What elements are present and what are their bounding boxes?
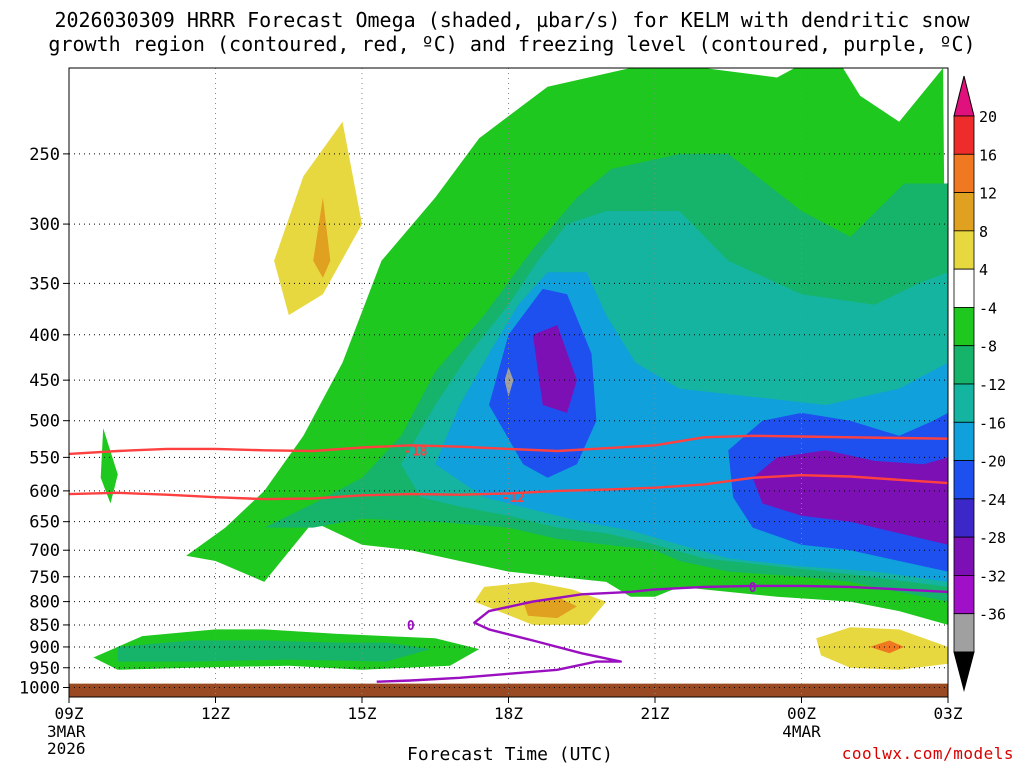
colorbar-swatch-4 xyxy=(953,268,975,308)
colorbar: 20 16 12 8 4 -4 -8 -12 -16 -20 -24 -28 -32 -36 xyxy=(953,75,1006,692)
y-tick-label-700: 700 xyxy=(29,541,60,561)
x-tick-label-15Z: 15Z xyxy=(348,704,377,723)
colorbar-swatch-2 xyxy=(953,192,975,232)
x-date-label-mid-0: 4MAR xyxy=(782,722,821,741)
colorbar-label-0: 20 xyxy=(979,108,997,126)
y-tick-label-750: 750 xyxy=(29,568,60,588)
colorbar-top-arrow xyxy=(953,75,975,117)
colorbar-swatch-1 xyxy=(953,153,975,193)
colorbar-label-5: -4 xyxy=(979,299,997,317)
omega-region-6 xyxy=(117,640,431,662)
colorbar-swatch-5 xyxy=(953,307,975,347)
colorbar-label-2: 12 xyxy=(979,185,997,203)
y-tick-label-350: 350 xyxy=(29,274,60,294)
y-tick-label-300: 300 xyxy=(29,215,60,235)
colorbar-label-11: -28 xyxy=(979,529,1006,547)
colorbar-swatch-11 xyxy=(953,536,975,576)
ground-layer xyxy=(69,683,948,697)
colorbar-label-3: 8 xyxy=(979,223,988,241)
x-date-label-start-1: 2026 xyxy=(47,739,86,758)
colorbar-swatch-12 xyxy=(953,575,975,615)
y-tick-label-550: 550 xyxy=(29,448,60,468)
colorbar-label-4: 4 xyxy=(979,261,988,279)
y-tick-label-800: 800 xyxy=(29,593,60,613)
colorbar-swatch-3 xyxy=(953,230,975,270)
contour-line-0 xyxy=(69,434,948,456)
y-tick-label-250: 250 xyxy=(29,145,60,165)
omega-region-11 xyxy=(532,325,577,413)
contour-line-1 xyxy=(69,474,948,501)
x-tick-label-09Z: 09Z xyxy=(55,704,84,723)
y-tick-label-950: 950 xyxy=(29,659,60,679)
x-tick-label-21Z: 21Z xyxy=(641,704,670,723)
colorbar-swatch-7 xyxy=(953,383,975,423)
omega-region-3 xyxy=(100,428,118,504)
colorbar-bottom-arrow xyxy=(953,651,975,692)
y-tick-label-900: 900 xyxy=(29,638,60,658)
y-tick-label-1000: 1000 xyxy=(19,678,60,698)
colorbar-label-12: -32 xyxy=(979,567,1006,585)
colorbar-swatch-6 xyxy=(953,345,975,385)
y-tick-label-400: 400 xyxy=(29,326,60,346)
chart-title-line-1: 2026030309 HRRR Forecast Omega (shaded, … xyxy=(54,8,970,32)
x-tick-label-12Z: 12Z xyxy=(201,704,230,723)
y-tick-label-650: 650 xyxy=(29,513,60,533)
colorbar-swatch-13 xyxy=(953,613,975,653)
contour-label-0: -18 xyxy=(404,444,428,459)
omega-region-17 xyxy=(869,640,905,654)
colorbar-swatch-10 xyxy=(953,498,975,538)
colorbar-label-1: 16 xyxy=(979,146,997,164)
omega-region-1 xyxy=(313,197,331,278)
colorbar-label-9: -20 xyxy=(979,453,1006,471)
x-axis-title: Forecast Time (UTC) xyxy=(407,744,613,765)
chart-title-line-2: growth region (contoured, red, ºC) and f… xyxy=(48,32,976,56)
contour-label-2: 0 xyxy=(749,581,757,596)
y-tick-label-600: 600 xyxy=(29,482,60,502)
temperature-contours: -18 -12 0 0 xyxy=(69,434,948,683)
colorbar-label-13: -36 xyxy=(979,606,1006,624)
contour-label-1: -12 xyxy=(502,491,525,506)
colorbar-swatch-8 xyxy=(953,421,975,461)
contour-label-3: 0 xyxy=(407,619,415,634)
contour-line-2 xyxy=(376,584,948,683)
credit-link[interactable]: coolwx.com/models xyxy=(841,744,1014,763)
y-tick-label-500: 500 xyxy=(29,412,60,432)
y-tick-label-450: 450 xyxy=(29,371,60,391)
omega-region-13 xyxy=(504,367,514,397)
colorbar-label-7: -12 xyxy=(979,376,1006,394)
ground-fill xyxy=(69,683,948,697)
x-date-label-start-0: 3MAR xyxy=(47,722,86,741)
colorbar-label-10: -24 xyxy=(979,491,1006,509)
omega-region-0 xyxy=(274,121,362,316)
x-tick-label-03Z: 03Z xyxy=(934,704,963,723)
colorbar-label-6: -8 xyxy=(979,338,997,356)
colorbar-label-8: -16 xyxy=(979,414,1006,432)
y-tick-label-850: 850 xyxy=(29,616,60,636)
colorbar-swatch-0 xyxy=(953,115,975,155)
x-tick-label-18Z: 18Z xyxy=(494,704,523,723)
x-tick-label-00Z: 00Z xyxy=(787,704,816,723)
y-axis: 2503003504004505005506006507007508008509… xyxy=(19,145,69,698)
colorbar-swatch-9 xyxy=(953,460,975,500)
